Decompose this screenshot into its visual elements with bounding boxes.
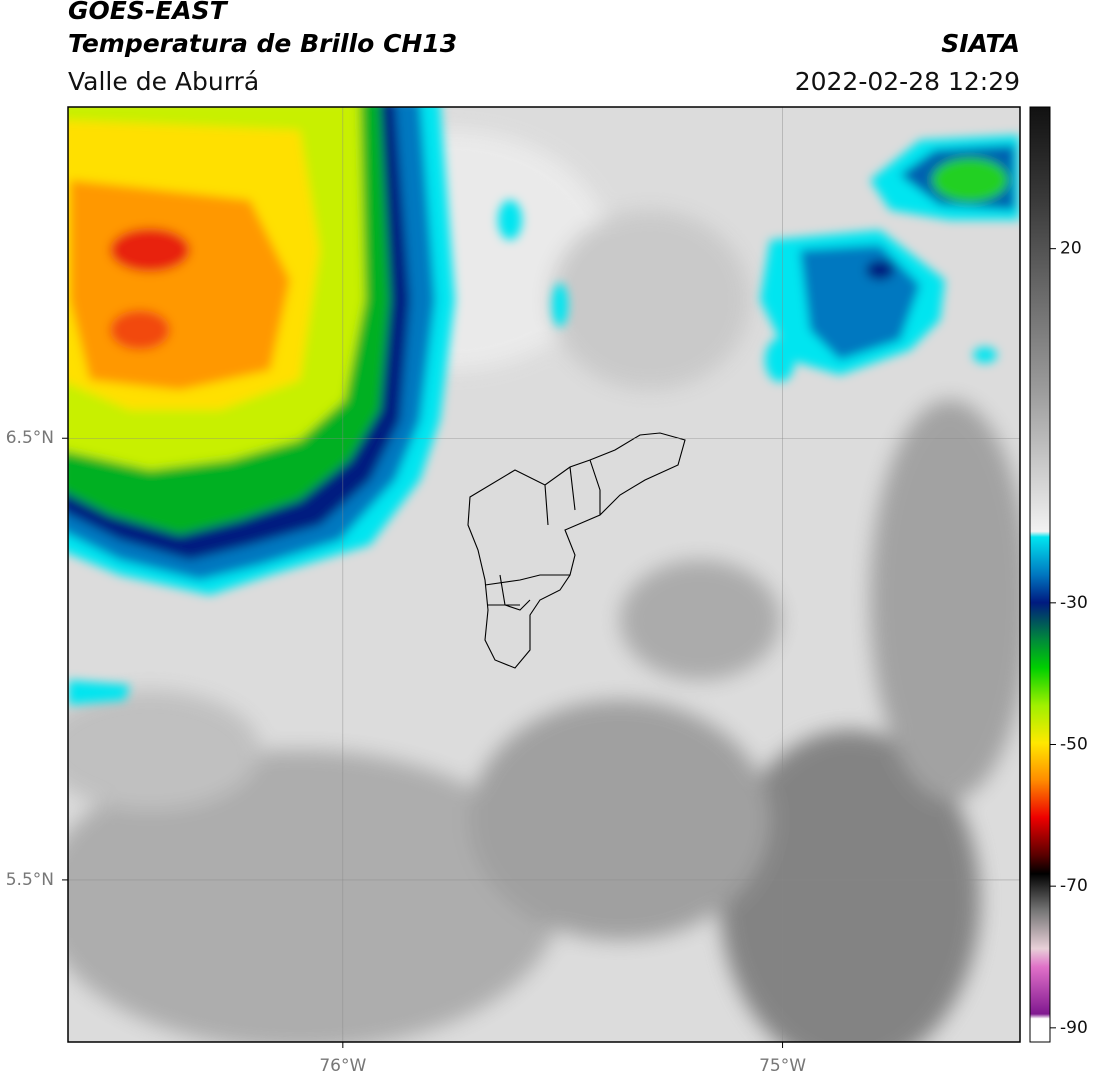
x-tick-label: 75°W [759,1056,806,1076]
colorbar [1029,106,1051,1043]
y-tick-label: 6.5°N [6,428,54,448]
region: Valle de Aburrá [68,67,259,96]
colorbar-tick-label: -90 [1060,1018,1088,1038]
grid [68,107,1020,1042]
x-tick-label: 76°W [319,1056,366,1076]
y-tick-label: 5.5°N [6,870,54,890]
title: GOES-EAST [68,0,229,25]
colorbar-tick-label: 20 [1060,239,1082,259]
satellite-image [68,107,1020,1042]
colorbar-tick-label: -50 [1060,735,1088,755]
source: SIATA [941,29,1020,58]
region-outline [467,432,686,669]
colorbar-tick-label: -70 [1060,876,1088,896]
timestamp: 2022-02-28 12:29 [795,67,1020,96]
map-frame [67,106,1021,1043]
subtitle: Temperatura de Brillo CH13 [68,29,457,58]
colorbar-tick-label: -30 [1060,593,1088,613]
